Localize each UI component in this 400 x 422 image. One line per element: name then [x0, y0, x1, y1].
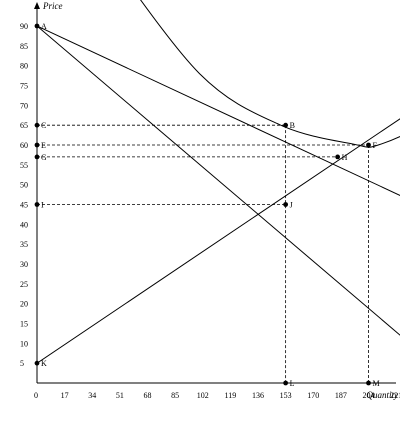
- y-tick-45: 45: [20, 201, 28, 210]
- dashed-guides: [37, 124, 369, 383]
- y-tick-65: 65: [20, 121, 28, 130]
- curve-d: [37, 25, 400, 196]
- x-tick-221: 221: [390, 391, 400, 400]
- x-tick-119: 119: [225, 391, 237, 400]
- x-tick-153: 153: [280, 391, 292, 400]
- y-tick-5: 5: [20, 359, 24, 368]
- x-tick-68: 68: [144, 391, 152, 400]
- x-tick-85: 85: [171, 391, 179, 400]
- point-c-dot: [34, 122, 40, 128]
- x-tick-34: 34: [88, 391, 96, 400]
- point-b-dot: [283, 122, 289, 128]
- y-tick-35: 35: [20, 240, 28, 249]
- y-tick-85: 85: [20, 42, 28, 51]
- x-tick-136: 136: [252, 391, 264, 400]
- y-tick-55: 55: [20, 161, 28, 170]
- x-tick-17: 17: [61, 391, 69, 400]
- point-f-label: F: [373, 141, 378, 150]
- y-axis-title: Price: [42, 1, 63, 11]
- x-tick-187: 187: [335, 391, 347, 400]
- point-l-dot: [283, 380, 289, 386]
- x-tick-170: 170: [307, 391, 319, 400]
- y-tick-75: 75: [20, 82, 28, 91]
- point-k-label: K: [41, 359, 47, 368]
- curve-mc: [37, 118, 400, 364]
- point-i-dot: [34, 202, 40, 207]
- point-h-label: H: [342, 153, 348, 162]
- point-i-label: I: [41, 201, 44, 210]
- point-g-dot: [34, 154, 40, 160]
- x-tick-102: 102: [197, 391, 209, 400]
- y-tick-20: 20: [20, 300, 28, 309]
- x-tick-204: 204: [363, 391, 375, 400]
- y-tick-30: 30: [20, 260, 28, 269]
- point-l-label: L: [290, 379, 295, 388]
- y-tick-40: 40: [20, 220, 28, 229]
- point-k-dot: [34, 360, 40, 366]
- y-tick-10: 10: [20, 339, 28, 348]
- y-tick-70: 70: [20, 101, 28, 110]
- y-tick-60: 60: [20, 141, 28, 150]
- y-tick-25: 25: [20, 280, 28, 289]
- point-h-dot: [335, 154, 341, 160]
- y-tick-90: 90: [20, 22, 28, 31]
- labeled-points: A B C E F G H I J K L M: [34, 22, 380, 388]
- point-f-dot: [366, 142, 371, 148]
- point-j-label: J: [290, 201, 293, 210]
- point-m-label: M: [373, 379, 380, 388]
- point-e-label: E: [41, 141, 46, 150]
- point-a-label: A: [41, 22, 47, 31]
- x-tick-0: 0: [34, 391, 38, 400]
- point-j-dot: [283, 202, 289, 207]
- point-a-dot: [34, 23, 40, 29]
- point-e-dot: [34, 142, 40, 148]
- point-m-dot: [366, 380, 371, 386]
- point-c-label: C: [41, 121, 46, 130]
- x-tick-51: 51: [116, 391, 124, 400]
- curve-atc: [140, 0, 400, 148]
- curve-mr: [37, 25, 400, 336]
- point-g-label: G: [41, 153, 47, 162]
- y-tick-15: 15: [20, 320, 28, 329]
- tick-labels: 0173451688510211913615317018720422123825…: [20, 22, 400, 400]
- axes: Price Quantity: [34, 1, 398, 400]
- curves: [37, 0, 400, 364]
- point-b-label: B: [290, 121, 295, 130]
- y-tick-80: 80: [20, 62, 28, 71]
- y-tick-50: 50: [20, 181, 28, 190]
- y-axis-arrow: [34, 2, 40, 9]
- x-axis-title: Quantity: [367, 390, 399, 400]
